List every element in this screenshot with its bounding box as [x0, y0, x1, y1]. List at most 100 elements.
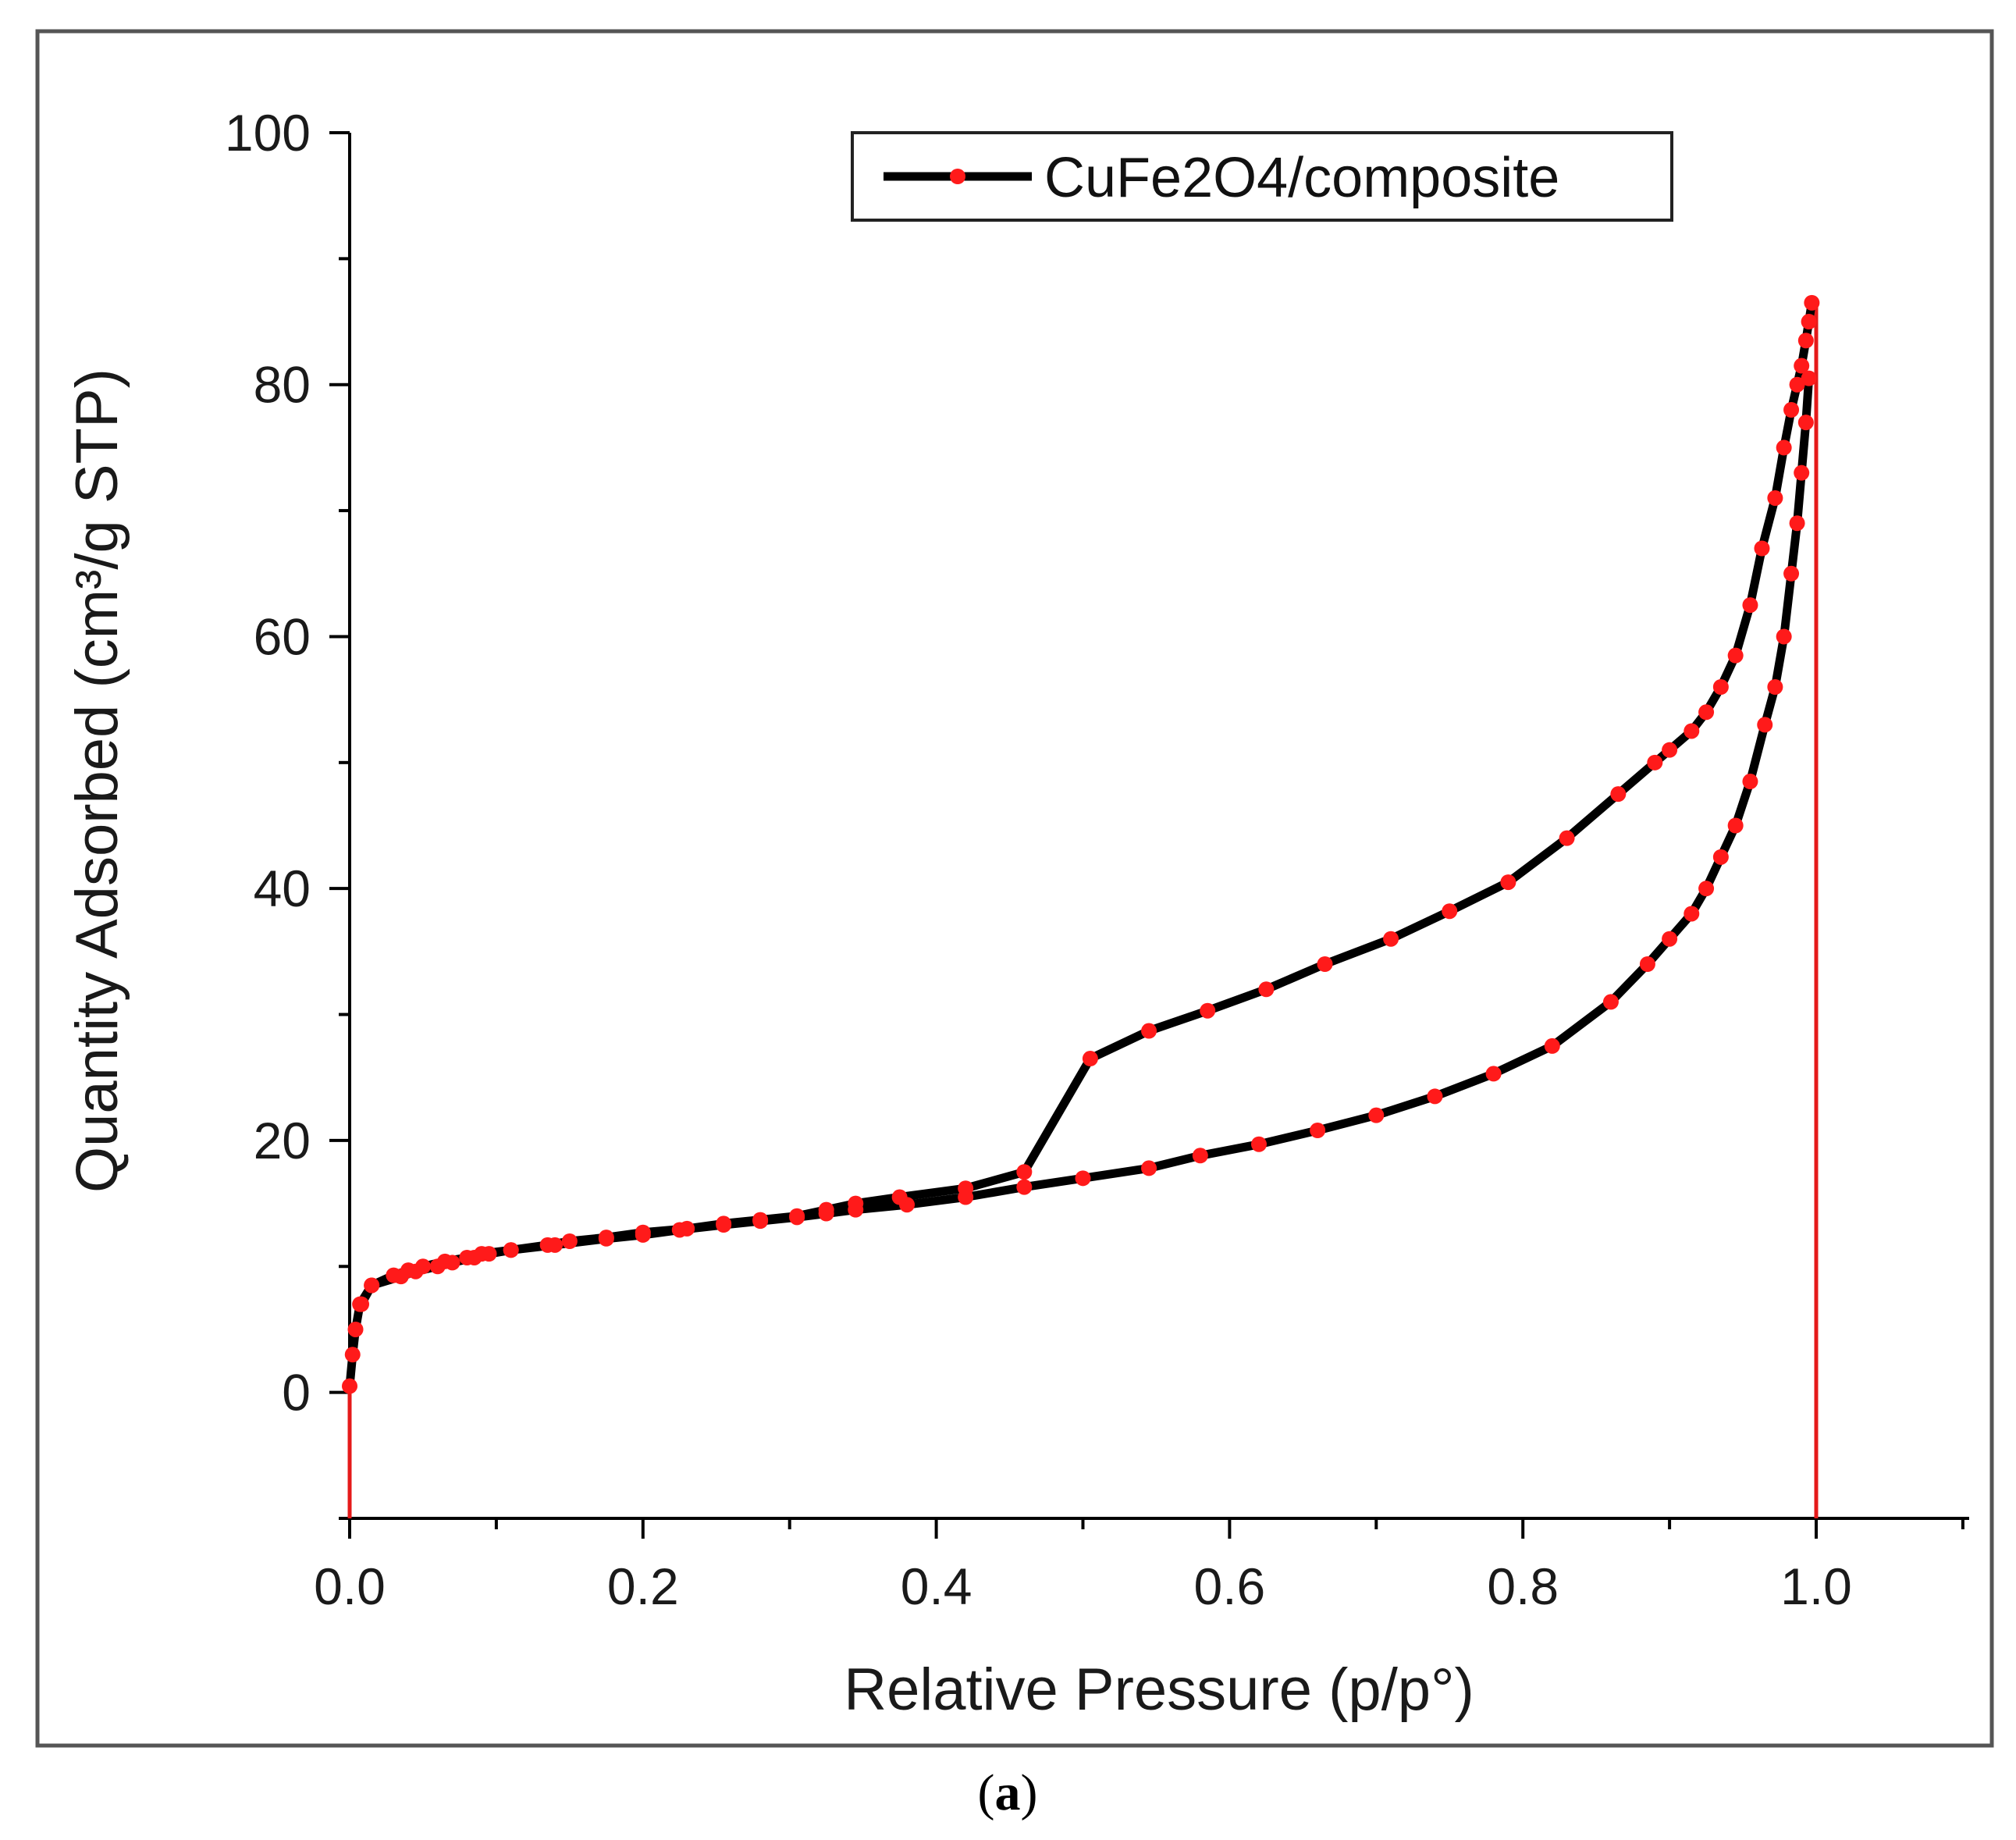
x-tick-label: 1.0 — [1780, 1557, 1852, 1615]
y-tick-label: 0 — [282, 1364, 311, 1422]
desorption-branch-line — [357, 298, 1816, 1309]
caption-open: ( — [978, 1764, 995, 1821]
desorption-data-point — [539, 1237, 556, 1253]
plot-area — [342, 294, 1820, 1518]
adsorption-data-point — [1801, 370, 1817, 386]
figure-frame — [35, 29, 1994, 1748]
desorption-data-point — [1082, 1051, 1098, 1067]
figure-caption: (a) — [978, 1764, 1038, 1821]
desorption-data-point — [1647, 754, 1663, 771]
adsorption-data-point — [1727, 817, 1744, 834]
adsorption-data-point — [1639, 956, 1655, 972]
desorption-data-point — [958, 1180, 974, 1197]
desorption-data-point — [354, 1296, 370, 1312]
desorption-data-point — [1727, 647, 1744, 664]
adsorption-data-point — [1684, 906, 1700, 922]
adsorption-data-point — [1485, 1066, 1502, 1082]
desorption-data-point — [1776, 440, 1792, 456]
x-tick-label: 0.2 — [607, 1557, 679, 1615]
desorption-data-point — [1442, 903, 1458, 920]
y-tick-label: 80 — [254, 356, 311, 414]
adsorption-data-point — [1742, 774, 1758, 790]
desorption-data-point — [752, 1212, 769, 1228]
desorption-data-point — [891, 1189, 908, 1205]
desorption-data-point — [1684, 723, 1700, 739]
desorption-data-point — [1797, 333, 1814, 349]
adsorption-data-point — [1192, 1148, 1208, 1164]
adsorption-data-point — [1544, 1037, 1560, 1054]
desorption-data-point — [561, 1233, 578, 1249]
y-tick-label: 60 — [254, 607, 311, 665]
x-axis-title: Relative Pressure (p/p°) — [844, 1657, 1474, 1723]
desorption-data-point — [1789, 376, 1805, 393]
desorption-data-point — [474, 1246, 490, 1262]
desorption-data-point — [716, 1215, 732, 1232]
desorption-data-point — [1794, 358, 1810, 374]
adsorption-data-point — [1427, 1088, 1443, 1105]
adsorption-data-point — [1602, 994, 1619, 1010]
series-lines — [345, 298, 1816, 1391]
legend: CuFe2O4/composite — [851, 131, 1673, 222]
adsorption-data-point — [1776, 628, 1792, 645]
desorption-data-point — [1783, 402, 1800, 418]
desorption-data-point — [1141, 1023, 1157, 1039]
desorption-data-point — [459, 1249, 475, 1265]
adsorption-data-point — [1712, 849, 1729, 865]
adsorption-data-point — [1141, 1160, 1157, 1176]
desorption-data-point — [635, 1224, 651, 1240]
desorption-data-point — [848, 1195, 864, 1212]
adsorption-data-point — [1368, 1107, 1385, 1123]
y-ticks: 0 20 40 60 80 100 — [225, 104, 350, 1520]
desorption-data-point — [437, 1253, 453, 1269]
adsorption-data-point — [347, 1321, 364, 1337]
desorption-data-point — [1742, 597, 1758, 614]
y-tick-label: 100 — [225, 104, 311, 162]
desorption-data-point — [679, 1220, 695, 1237]
desorption-data-point — [386, 1267, 402, 1283]
series-points — [342, 294, 1820, 1394]
y-tick-label: 40 — [254, 859, 311, 917]
desorption-data-point — [1712, 679, 1729, 695]
y-axis-title: Quantity Adsorbed (cm³/g STP) — [64, 368, 130, 1193]
adsorption-data-point — [1794, 464, 1810, 481]
y-tick-label: 20 — [254, 1112, 311, 1169]
desorption-data-point — [1801, 314, 1817, 330]
desorption-data-point — [818, 1201, 834, 1218]
axes: 0.0 0.2 0.4 0.6 0.8 1.0 0 20 40 60 80 100 — [225, 104, 1969, 1615]
desorption-data-point — [1559, 830, 1575, 846]
x-tick-label: 0.8 — [1487, 1557, 1559, 1615]
legend-label: CuFe2O4/composite — [1044, 147, 1559, 209]
legend-marker-swatch — [950, 169, 965, 184]
desorption-data-point — [364, 1277, 380, 1294]
desorption-data-point — [1698, 704, 1715, 721]
desorption-data-point — [1754, 540, 1770, 557]
caption-letter: a — [995, 1764, 1021, 1821]
desorption-data-point — [400, 1262, 417, 1279]
desorption-data-point — [503, 1242, 519, 1258]
desorption-data-point — [1804, 294, 1820, 311]
desorption-data-point — [598, 1230, 614, 1246]
desorption-data-point — [1200, 1002, 1216, 1019]
x-ticks: 0.0 0.2 0.4 0.6 0.8 1.0 — [314, 1518, 1964, 1615]
adsorption-data-point — [1767, 679, 1783, 695]
x-tick-label: 0.0 — [314, 1557, 386, 1615]
adsorption-data-point — [1016, 1179, 1033, 1195]
adsorption-data-point — [1662, 931, 1678, 947]
x-tick-label: 0.4 — [901, 1557, 972, 1615]
desorption-data-point — [1500, 874, 1516, 891]
desorption-data-point — [414, 1258, 431, 1275]
adsorption-data-point — [1075, 1170, 1091, 1187]
adsorption-data-point — [1783, 565, 1800, 582]
caption-close: ) — [1021, 1764, 1038, 1821]
adsorption-data-point — [342, 1378, 357, 1394]
adsorption-data-point — [1310, 1123, 1326, 1138]
adsorption-data-point — [1757, 717, 1773, 733]
adsorption-data-point — [1789, 515, 1805, 532]
desorption-data-point — [1610, 786, 1627, 803]
desorption-data-point — [1767, 489, 1783, 506]
x-tick-label: 0.6 — [1194, 1557, 1266, 1615]
adsorption-data-point — [1250, 1136, 1267, 1152]
desorption-data-point — [1016, 1164, 1033, 1180]
desorption-data-point — [789, 1208, 805, 1224]
